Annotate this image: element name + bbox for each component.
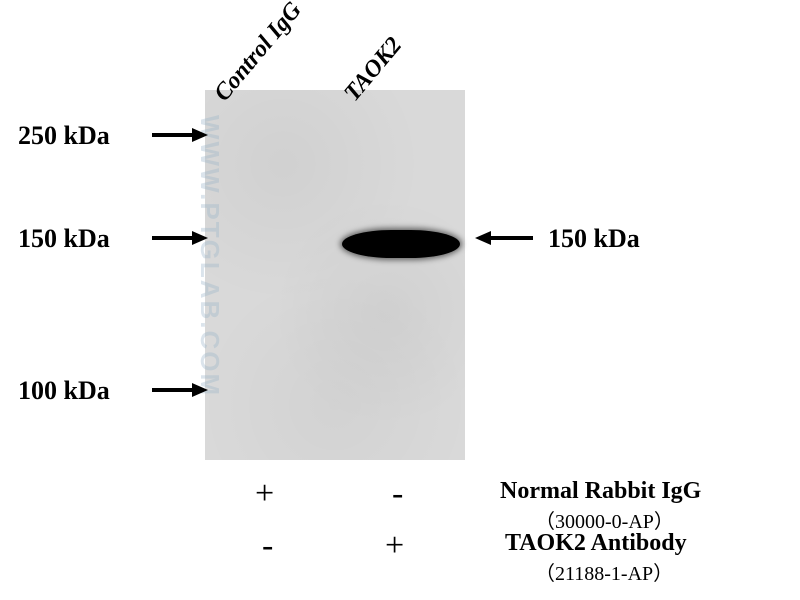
legend-normal-rabbit-igg: Normal Rabbit IgG [500, 478, 701, 505]
arrow-shaft [152, 388, 192, 392]
blot-membrane [205, 90, 465, 460]
condition-mark: + [255, 475, 274, 513]
condition-mark: - [392, 475, 403, 513]
taok2-band [342, 230, 460, 258]
marker-label-150-left: 150 kDa [18, 224, 110, 254]
marker-label-250: 250 kDa [18, 121, 110, 151]
watermark-text: WWW.PTGLAB.COM [194, 115, 225, 397]
marker-arrow-150-left [192, 231, 208, 245]
marker-arrow-250 [192, 128, 208, 142]
arrow-shaft [152, 133, 192, 137]
legend-taok2-antibody: TAOK2 Antibody [505, 530, 687, 557]
marker-arrow-100 [192, 383, 208, 397]
arrow-shaft [152, 236, 192, 240]
marker-arrow-150-right [475, 231, 491, 245]
marker-label-100: 100 kDa [18, 376, 110, 406]
condition-mark: + [385, 527, 404, 565]
condition-mark: - [262, 527, 273, 565]
figure-root: WWW.PTGLAB.COM Control IgG TAOK2 250 kDa… [0, 0, 800, 600]
marker-label-150-right: 150 kDa [548, 224, 640, 254]
legend-catalog-21188: （21188-1-AP） [535, 557, 673, 586]
arrow-shaft [491, 236, 533, 240]
